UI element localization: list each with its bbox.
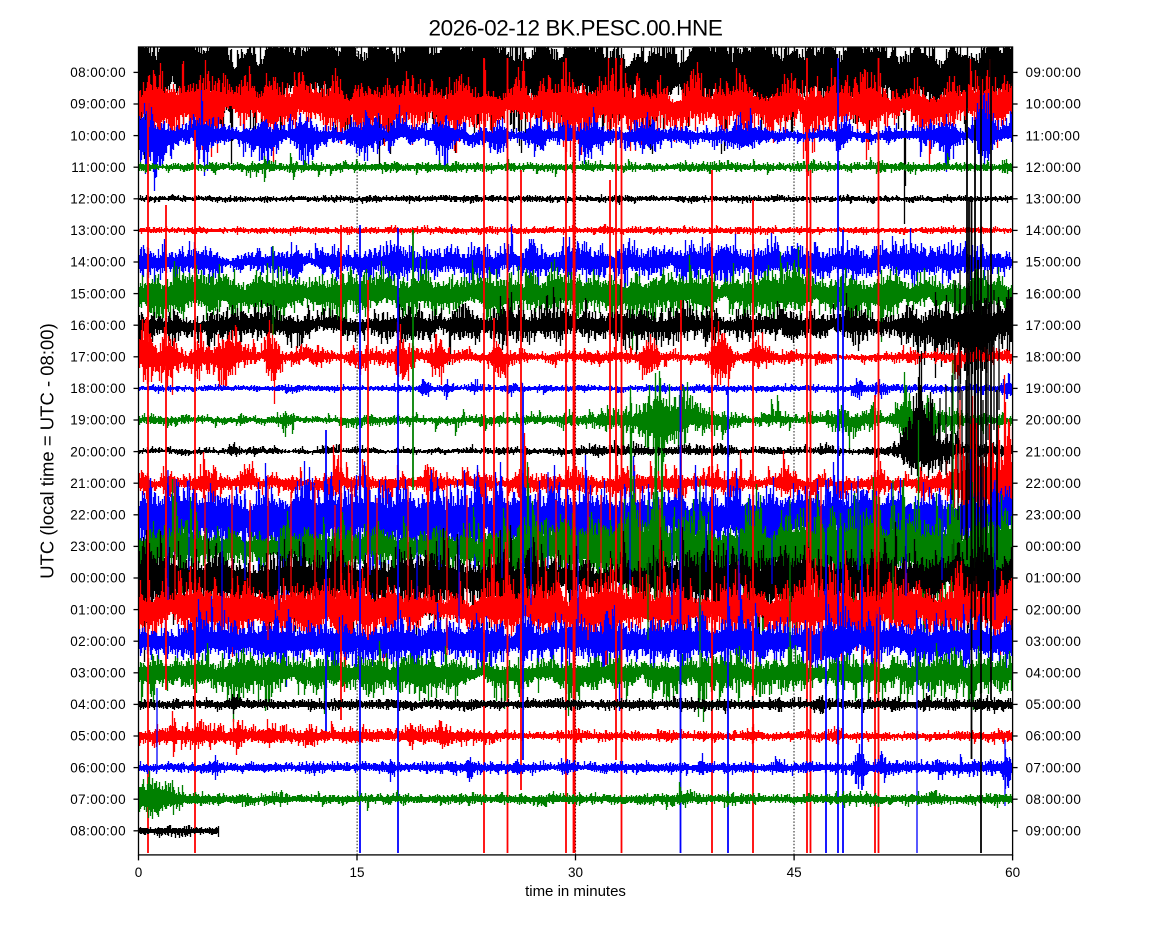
svg-text:11:00:00: 11:00:00 xyxy=(71,160,126,175)
svg-text:08:00:00: 08:00:00 xyxy=(1026,792,1082,807)
svg-text:05:00:00: 05:00:00 xyxy=(70,729,126,744)
svg-text:20:00:00: 20:00:00 xyxy=(70,444,126,459)
svg-text:UTC (local time = UTC - 08:00): UTC (local time = UTC - 08:00) xyxy=(37,323,58,578)
svg-text:11:00:00: 11:00:00 xyxy=(1026,128,1081,143)
svg-text:23:00:00: 23:00:00 xyxy=(70,539,126,554)
svg-text:15: 15 xyxy=(349,865,364,880)
svg-text:18:00:00: 18:00:00 xyxy=(70,381,126,396)
svg-text:03:00:00: 03:00:00 xyxy=(70,666,126,681)
svg-text:16:00:00: 16:00:00 xyxy=(1026,286,1082,301)
svg-text:15:00:00: 15:00:00 xyxy=(1026,255,1082,270)
svg-text:04:00:00: 04:00:00 xyxy=(70,697,126,712)
svg-text:06:00:00: 06:00:00 xyxy=(70,760,126,775)
svg-text:17:00:00: 17:00:00 xyxy=(70,350,126,365)
svg-text:2026-02-12 BK.PESC.00.HNE: 2026-02-12 BK.PESC.00.HNE xyxy=(429,16,723,41)
svg-text:04:00:00: 04:00:00 xyxy=(1026,666,1082,681)
svg-text:18:00:00: 18:00:00 xyxy=(1026,350,1082,365)
svg-text:19:00:00: 19:00:00 xyxy=(1026,381,1082,396)
svg-text:16:00:00: 16:00:00 xyxy=(70,318,126,333)
svg-text:30: 30 xyxy=(568,865,583,880)
svg-text:06:00:00: 06:00:00 xyxy=(1026,729,1082,744)
svg-text:23:00:00: 23:00:00 xyxy=(1026,508,1082,523)
svg-text:10:00:00: 10:00:00 xyxy=(70,128,126,143)
svg-text:13:00:00: 13:00:00 xyxy=(70,223,126,238)
svg-text:00:00:00: 00:00:00 xyxy=(1026,539,1082,554)
svg-text:09:00:00: 09:00:00 xyxy=(1026,65,1082,80)
svg-text:01:00:00: 01:00:00 xyxy=(1026,571,1082,586)
svg-text:12:00:00: 12:00:00 xyxy=(1026,160,1082,175)
svg-text:13:00:00: 13:00:00 xyxy=(1026,192,1082,207)
svg-text:08:00:00: 08:00:00 xyxy=(70,65,126,80)
svg-text:07:00:00: 07:00:00 xyxy=(1026,760,1082,775)
svg-text:45: 45 xyxy=(787,865,802,880)
svg-text:22:00:00: 22:00:00 xyxy=(70,508,126,523)
svg-text:21:00:00: 21:00:00 xyxy=(1026,444,1082,459)
svg-text:09:00:00: 09:00:00 xyxy=(1026,824,1082,839)
svg-text:12:00:00: 12:00:00 xyxy=(70,192,126,207)
svg-text:22:00:00: 22:00:00 xyxy=(1026,476,1082,491)
svg-text:09:00:00: 09:00:00 xyxy=(70,97,126,112)
svg-text:0: 0 xyxy=(135,865,143,880)
svg-text:60: 60 xyxy=(1005,865,1020,880)
svg-text:15:00:00: 15:00:00 xyxy=(70,286,126,301)
svg-text:14:00:00: 14:00:00 xyxy=(1026,223,1082,238)
svg-text:17:00:00: 17:00:00 xyxy=(1026,318,1082,333)
svg-text:02:00:00: 02:00:00 xyxy=(70,634,126,649)
svg-text:02:00:00: 02:00:00 xyxy=(1026,602,1082,617)
svg-text:10:00:00: 10:00:00 xyxy=(1026,97,1082,112)
svg-text:21:00:00: 21:00:00 xyxy=(70,476,126,491)
svg-text:01:00:00: 01:00:00 xyxy=(70,602,126,617)
svg-text:time in minutes: time in minutes xyxy=(525,883,626,900)
svg-text:07:00:00: 07:00:00 xyxy=(70,792,126,807)
svg-text:00:00:00: 00:00:00 xyxy=(70,571,126,586)
svg-text:03:00:00: 03:00:00 xyxy=(1026,634,1082,649)
svg-text:19:00:00: 19:00:00 xyxy=(70,413,126,428)
svg-text:08:00:00: 08:00:00 xyxy=(70,824,126,839)
svg-text:14:00:00: 14:00:00 xyxy=(70,255,126,270)
svg-text:20:00:00: 20:00:00 xyxy=(1026,413,1082,428)
svg-text:05:00:00: 05:00:00 xyxy=(1026,697,1082,712)
